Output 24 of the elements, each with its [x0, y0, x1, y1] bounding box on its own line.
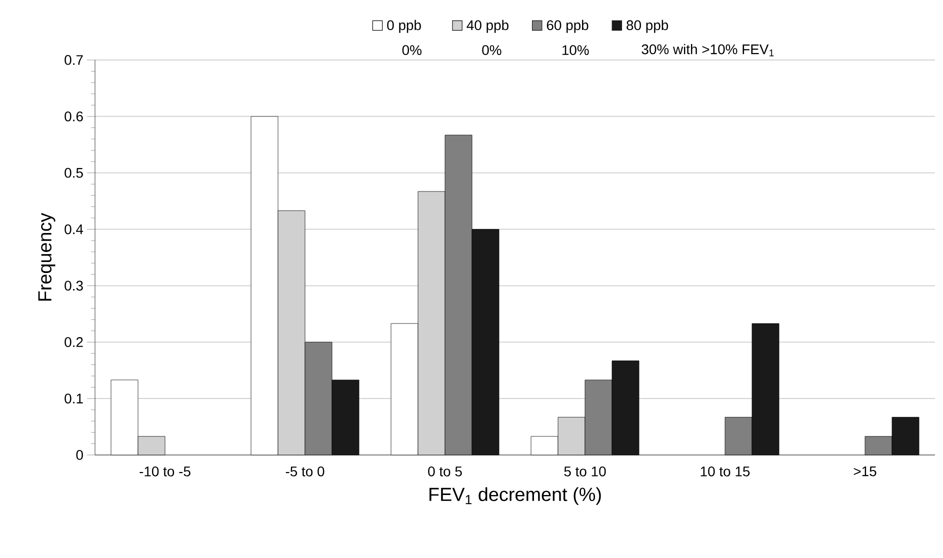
y-tick-label: 0.1	[64, 394, 83, 404]
x-axis-title: FEV$_{1}$ decrement (%)	[430, 487, 601, 505]
y-tick-label: 0.6	[64, 111, 83, 122]
y-tick-label: 0.4	[64, 224, 84, 234]
legend-label: 80 ppb	[626, 20, 668, 33]
y-tick-label: 0.5	[64, 168, 83, 178]
y-tick-label: 0.2	[64, 337, 83, 348]
y-tick-label: 0.7	[64, 55, 83, 65]
legend-label: 40 ppb	[466, 20, 508, 33]
text: 0%	[402, 45, 422, 56]
x-tick-label: 0 to 5	[428, 466, 462, 476]
y-tick-label: 0.3	[64, 280, 83, 291]
legend-label: 0 ppb	[387, 20, 421, 33]
x-tick-label: -5 to 0	[286, 466, 324, 476]
x-tick-label: -10 to -5	[140, 466, 190, 476]
y-axis-title: Frequency	[38, 212, 56, 301]
x-tick-label: >15	[854, 466, 876, 476]
text: 10%	[562, 45, 589, 56]
legend-label: 60 ppb	[546, 20, 588, 33]
text: 30% with >10% FEV$_{1}$	[642, 44, 774, 56]
y-tick-label: 0	[76, 450, 83, 460]
x-tick-label: 10 to 15	[700, 466, 750, 476]
text: 0%	[482, 45, 502, 56]
x-tick-label: 5 to 10	[564, 466, 606, 476]
